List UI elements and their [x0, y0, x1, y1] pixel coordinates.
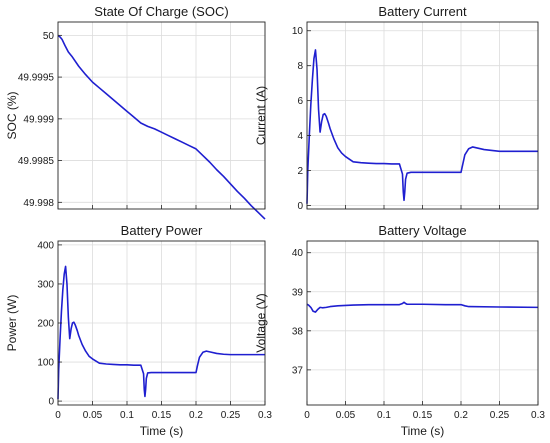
power-xtick-label-0: 0	[55, 410, 61, 421]
soc-ytick-label-3: 49.9995	[18, 73, 55, 84]
voltage-xtick-label-4: 0.2	[454, 410, 468, 421]
voltage-ytick-label-0: 37	[292, 365, 304, 376]
power-xtick-label-3: 0.15	[152, 410, 172, 421]
current-chart-title: Battery Current	[378, 4, 467, 19]
current-ytick-label-1: 2	[297, 166, 303, 177]
power-xtick-label-6: 0.3	[258, 410, 272, 421]
current-subplot: 0 2 4 6 8 10 Battery Current Current (A)	[254, 4, 539, 212]
power-subplot: 0 100 200 300 400 0 0.05 0.1 0.15 0.2 0.25 0.3 Batte…	[5, 223, 272, 438]
power-xtick-label-4: 0.2	[189, 410, 203, 421]
current-ytick-label-4: 8	[297, 61, 303, 72]
power-x-axis-label: Time (s)	[140, 424, 184, 438]
voltage-xtick-label-3: 0.15	[413, 410, 433, 421]
power-ytick-label-4: 400	[37, 240, 54, 251]
power-ytick-label-1: 100	[37, 358, 54, 369]
power-ytick-label-0: 0	[48, 397, 54, 408]
voltage-series-line-0	[306, 301, 539, 313]
voltage-xtick-label-0: 0	[304, 410, 310, 421]
voltage-ytick-label-2: 39	[292, 287, 304, 298]
power-xtick-label-1: 0.05	[83, 410, 103, 421]
voltage-x-axis-label: Time (s)	[401, 424, 445, 438]
power-ytick-label-3: 300	[37, 279, 54, 290]
voltage-chart-title: Battery Voltage	[378, 223, 466, 238]
current-ytick-label-0: 0	[297, 201, 303, 212]
power-series-line-0	[57, 265, 265, 400]
current-y-axis-label: Current (A)	[254, 86, 268, 145]
power-xtick-label-5: 0.25	[221, 410, 241, 421]
soc-y-axis-label: SOC (%)	[5, 91, 19, 139]
power-xtick-label-2: 0.1	[120, 410, 134, 421]
soc-subplot: 49.998 49.9985 49.999 49.9995 50 State Of Cha…	[5, 4, 266, 220]
voltage-xtick-label-5: 0.25	[490, 410, 510, 421]
current-series-line-0	[306, 49, 538, 204]
power-y-axis-label: Power (W)	[5, 295, 19, 352]
soc-chart-title: State Of Charge (SOC)	[94, 4, 228, 19]
current-ytick-label-2: 4	[297, 131, 303, 142]
voltage-xtick-label-6: 0.3	[531, 410, 545, 421]
voltage-xtick-label-1: 0.05	[336, 410, 356, 421]
soc-ytick-label-1: 49.9985	[18, 156, 55, 167]
soc-ytick-label-2: 49.999	[23, 114, 54, 125]
soc-series-line-0	[57, 34, 266, 220]
power-chart-title: Battery Power	[121, 223, 203, 238]
current-ytick-label-3: 6	[297, 96, 303, 107]
soc-ytick-label-4: 50	[43, 31, 55, 42]
voltage-xtick-label-2: 0.1	[377, 410, 391, 421]
voltage-ytick-label-3: 40	[292, 248, 304, 259]
power-ytick-label-2: 200	[37, 319, 54, 330]
voltage-y-axis-label: Voltage (V)	[254, 293, 268, 352]
current-ytick-label-5: 10	[292, 26, 304, 37]
voltage-ytick-label-1: 38	[292, 326, 304, 337]
soc-ytick-label-0: 49.998	[23, 198, 54, 209]
voltage-subplot: 37 38 39 40 0 0.05 0.1 0.15 0.2 0.25 0.3 Battery Vo…	[254, 223, 545, 438]
